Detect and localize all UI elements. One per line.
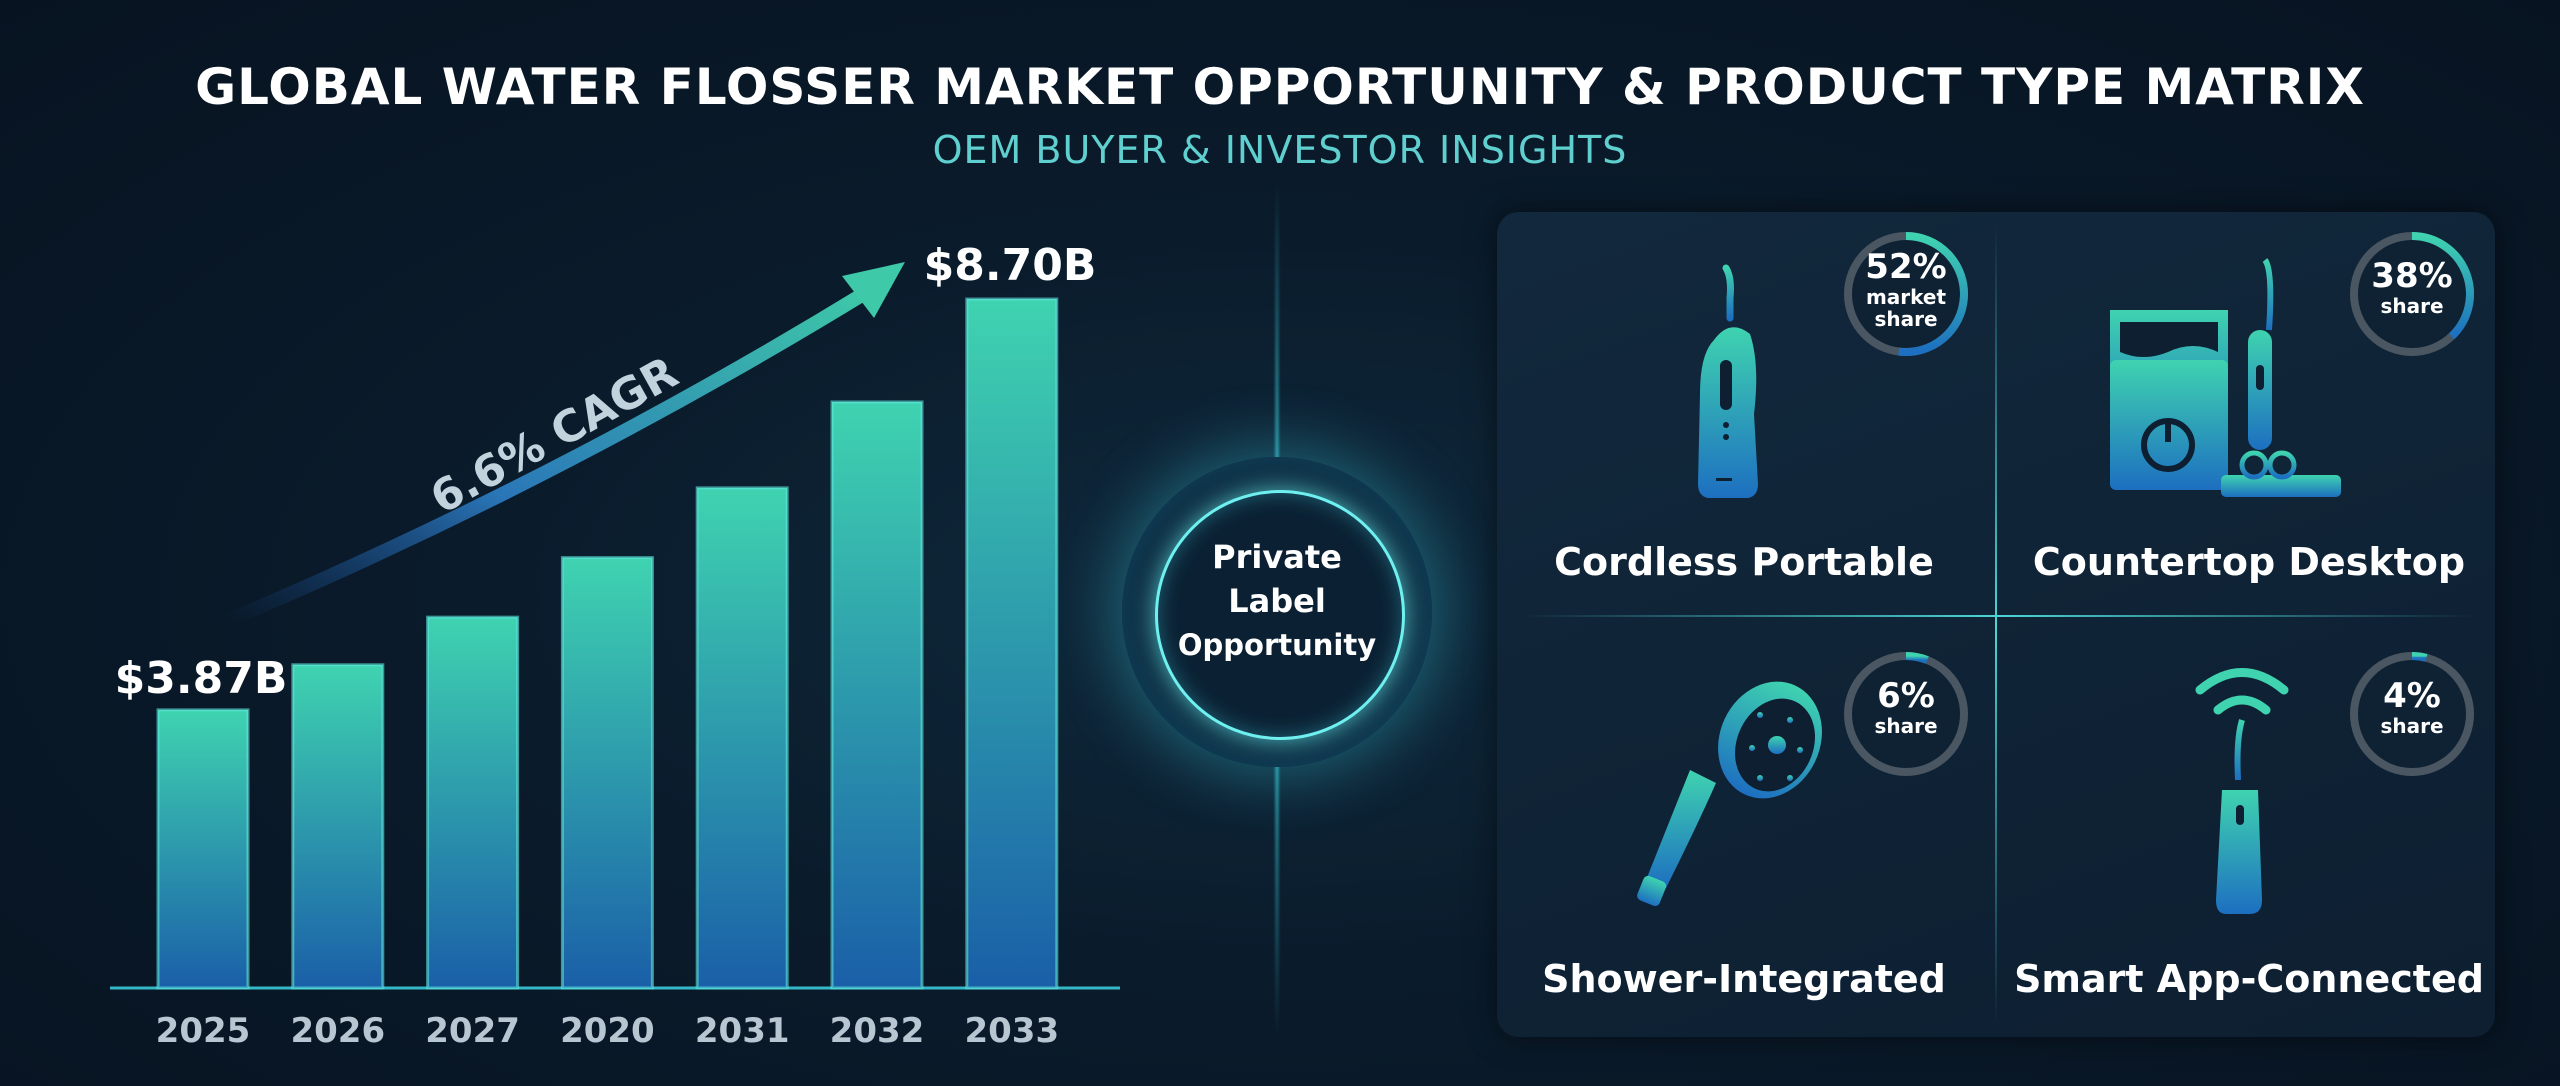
share-caption: market <box>1865 285 1947 309</box>
bar-2025 <box>156 708 250 990</box>
cagr-arrow <box>226 284 874 627</box>
bar-2020 <box>560 556 654 990</box>
x-tick-label: 2027 <box>425 1011 520 1051</box>
x-tick-label: 2032 <box>830 1011 925 1051</box>
hub-line-3: Opportunity <box>1177 628 1377 662</box>
x-tick-label: 2026 <box>290 1011 385 1051</box>
shower-head-icon <box>1637 681 1822 906</box>
cordless-flosser-icon <box>1698 264 1758 498</box>
cagr-arrow-head <box>842 262 905 318</box>
share-caption: share <box>2380 294 2444 318</box>
hub-line-2: Label <box>1228 582 1326 620</box>
share-badge-cordless: 52% market share <box>1846 248 1966 330</box>
page-subtitle: OEM BUYER & INVESTOR INSIGHTS <box>932 128 1628 172</box>
matrix-horizontal-divider <box>1520 615 2475 617</box>
bar-2027 <box>426 615 520 990</box>
bar-2033 <box>965 297 1059 990</box>
market-bar-chart: 2025 2026 2027 2020 2031 2032 2033 6.6% CAGR $… <box>110 240 1120 1051</box>
bar-2026 <box>291 663 385 990</box>
share-ring-fill <box>1898 232 1968 356</box>
share-ring-fill <box>1905 652 1929 664</box>
share-caption: share <box>1874 307 1938 331</box>
private-label-text: Private Label Opportunity <box>1155 535 1399 667</box>
bar-2032 <box>830 400 924 990</box>
first-bar-label: $3.87B <box>115 653 288 704</box>
hub-line-1: Private <box>1212 538 1342 576</box>
quadrant-label-shower-integrated: Shower-Integrated <box>1542 957 1946 1001</box>
share-badge-countertop: 38% share <box>2352 257 2472 317</box>
share-percent: 4% <box>2383 676 2441 716</box>
quadrant-label-smart-app-connected: Smart App-Connected <box>2014 957 2484 1001</box>
share-badge-shower: 6% share <box>1846 677 1966 737</box>
countertop-flosser-icon <box>2110 258 2341 497</box>
x-tick-label: 2020 <box>560 1011 655 1051</box>
share-caption: share <box>2380 714 2444 738</box>
matrix-vertical-divider <box>1995 225 1997 1025</box>
quadrant-label-cordless-portable: Cordless Portable <box>1554 540 1934 584</box>
page-title: GLOBAL WATER FLOSSER MARKET OPPORTUNITY … <box>195 58 2365 116</box>
share-percent: 52% <box>1865 247 1947 287</box>
quadrant-label-countertop-desktop: Countertop Desktop <box>2032 540 2466 584</box>
x-tick-label: 2025 <box>156 1011 251 1051</box>
share-badge-smart: 4% share <box>2352 677 2472 737</box>
share-ring-fill <box>2411 652 2428 662</box>
share-caption: share <box>1874 714 1938 738</box>
private-label-hub <box>1155 490 1405 740</box>
share-percent: 38% <box>2371 256 2453 296</box>
x-tick-label: 2033 <box>964 1011 1059 1051</box>
smart-flosser-wifi-icon <box>2195 668 2289 914</box>
x-tick-label: 2031 <box>695 1011 790 1051</box>
share-ring-fill <box>2411 232 2474 340</box>
share-percent: 6% <box>1877 676 1935 716</box>
bar-2031 <box>695 486 789 990</box>
last-bar-label: $8.70B <box>924 240 1097 291</box>
